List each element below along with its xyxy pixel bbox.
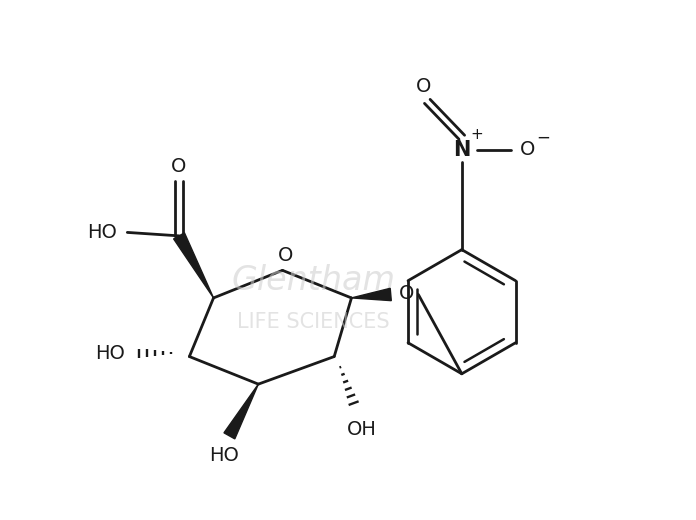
Text: Glentham: Glentham [232,264,395,297]
Text: O: O [416,77,432,96]
Text: −: − [536,128,550,146]
Text: O: O [278,245,294,265]
Polygon shape [173,233,214,298]
Text: HO: HO [209,446,239,465]
Text: O: O [399,283,414,303]
Polygon shape [351,288,391,301]
Text: O: O [520,140,535,159]
Text: HO: HO [87,223,117,242]
Text: O: O [171,158,187,176]
Text: LIFE SCIENCES: LIFE SCIENCES [237,312,390,332]
Polygon shape [224,384,258,439]
Text: OH: OH [347,420,377,439]
Text: +: + [470,127,483,142]
Text: HO: HO [95,344,125,362]
Text: N: N [453,140,470,160]
